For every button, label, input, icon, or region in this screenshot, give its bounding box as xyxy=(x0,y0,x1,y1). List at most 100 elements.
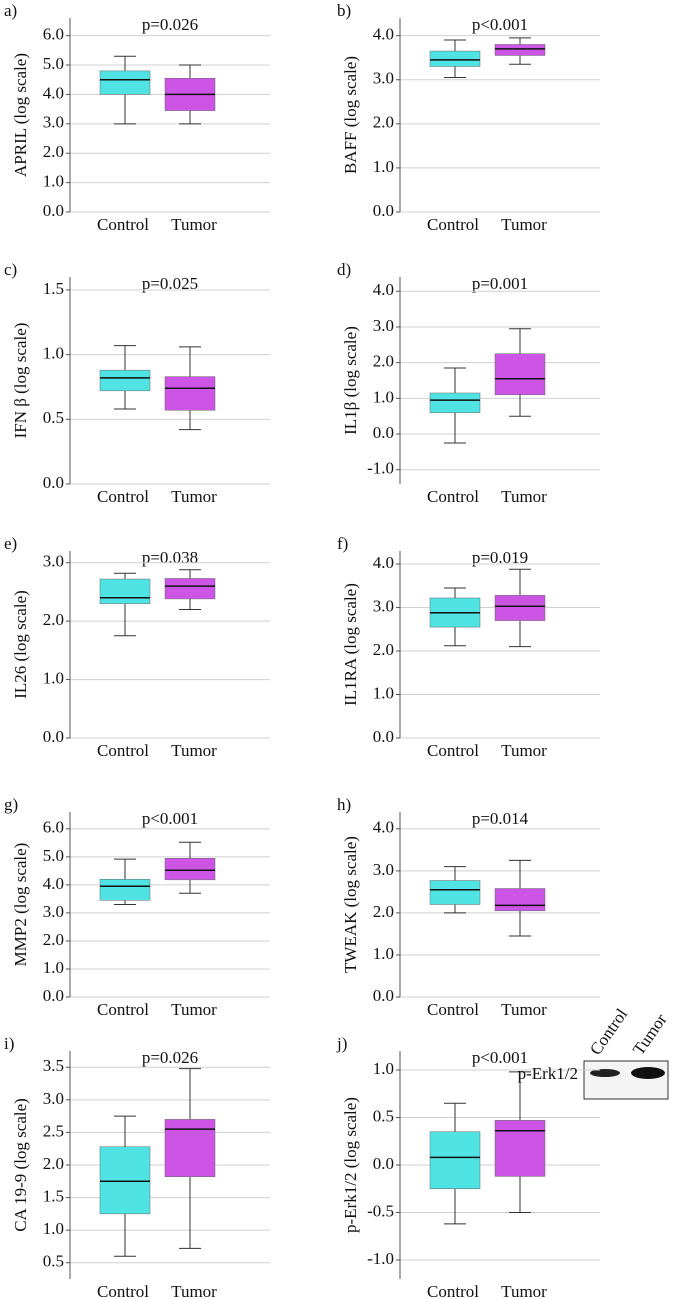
y-tick-label: 1.0 xyxy=(373,944,394,963)
y-tick-label: 1.0 xyxy=(43,1219,64,1238)
x-tick-label: Tumor xyxy=(501,741,547,760)
chart-title: p=0.019 xyxy=(472,548,528,567)
box xyxy=(99,1146,151,1215)
x-tick-label: Control xyxy=(427,1282,479,1299)
x-tick-label: Control xyxy=(97,1282,149,1299)
y-tick-label: 4.0 xyxy=(43,874,64,893)
y-tick-label: 2.0 xyxy=(373,113,394,132)
y-tick-label: -1.0 xyxy=(367,1249,394,1268)
y-tick-label: 2.5 xyxy=(43,1121,64,1140)
y-tick-label: 3.0 xyxy=(373,860,394,879)
blot-band xyxy=(631,1067,665,1079)
y-axis-label: APRIL (log scale) xyxy=(11,53,30,177)
y-tick-label: 5.0 xyxy=(43,54,64,73)
y-tick-label: 1.0 xyxy=(43,344,64,363)
chart-title: p=0.001 xyxy=(472,274,528,293)
chart-title: p=0.014 xyxy=(472,809,529,828)
chart-title: p<0.001 xyxy=(142,809,198,828)
box xyxy=(494,44,546,56)
lane-label: Tumor xyxy=(629,1010,671,1059)
y-tick-label: 4.0 xyxy=(373,553,394,572)
y-tick-label: 3.0 xyxy=(43,902,64,921)
y-tick-label: -1.0 xyxy=(367,459,394,478)
box xyxy=(99,578,151,604)
y-tick-label: 3.0 xyxy=(373,596,394,615)
panel-label: f) xyxy=(337,534,348,553)
y-tick-label: 0.0 xyxy=(373,727,394,746)
x-tick-label: Tumor xyxy=(501,487,547,506)
y-tick-label: -0.5 xyxy=(367,1201,394,1220)
box xyxy=(164,376,216,411)
blot-band xyxy=(590,1069,620,1077)
panel-label: g) xyxy=(4,795,18,814)
y-tick-label: 0.0 xyxy=(43,201,64,220)
y-axis-label: p-Erk1/2 (log scale) xyxy=(341,1097,360,1233)
y-tick-label: 0.0 xyxy=(373,423,394,442)
y-tick-label: 0.0 xyxy=(43,727,64,746)
x-tick-label: Control xyxy=(427,741,479,760)
y-tick-label: 5.0 xyxy=(43,846,64,865)
box xyxy=(429,50,481,67)
box xyxy=(164,578,216,600)
y-tick-label: 1.0 xyxy=(43,172,64,191)
y-tick-label: 2.0 xyxy=(43,142,64,161)
box xyxy=(494,595,546,621)
x-tick-label: Control xyxy=(97,487,149,506)
y-tick-label: 6.0 xyxy=(43,25,64,44)
panel-label: j) xyxy=(336,1034,347,1053)
x-tick-label: Control xyxy=(97,1000,149,1019)
chart-title: p=0.038 xyxy=(142,548,198,567)
box xyxy=(99,70,151,95)
x-tick-label: Tumor xyxy=(171,1000,217,1019)
panel-label: c) xyxy=(4,260,17,279)
y-tick-label: 4.0 xyxy=(373,25,394,44)
x-tick-label: Tumor xyxy=(501,1000,547,1019)
x-tick-label: Tumor xyxy=(171,741,217,760)
chart-title: p=0.025 xyxy=(142,274,198,293)
y-tick-label: 6.0 xyxy=(43,818,64,837)
box xyxy=(494,1120,546,1177)
western-blot xyxy=(583,1060,669,1100)
y-tick-label: 3.0 xyxy=(373,316,394,335)
y-axis-label: BAFF (log scale) xyxy=(341,56,360,174)
y-tick-label: 2.0 xyxy=(373,902,394,921)
y-axis-label: IL1RA (log scale) xyxy=(341,583,360,706)
x-tick-label: Tumor xyxy=(171,487,217,506)
box xyxy=(164,858,216,881)
y-tick-label: 1.5 xyxy=(43,1186,64,1205)
box xyxy=(494,888,546,912)
y-tick-label: 2.0 xyxy=(373,352,394,371)
y-tick-label: 1.0 xyxy=(373,683,394,702)
y-tick-label: 0.0 xyxy=(43,986,64,1005)
y-tick-label: 2.0 xyxy=(373,640,394,659)
box xyxy=(99,369,151,392)
x-tick-label: Tumor xyxy=(171,215,217,234)
y-tick-label: 1.0 xyxy=(373,157,394,176)
panel-label: d) xyxy=(337,260,351,279)
band-label: p-Erk1/2 xyxy=(518,1064,578,1083)
y-tick-label: 1.0 xyxy=(43,668,64,687)
y-tick-label: 3.0 xyxy=(373,69,394,88)
y-tick-label: 0.0 xyxy=(373,986,394,1005)
x-tick-label: Tumor xyxy=(501,1282,547,1299)
x-tick-label: Tumor xyxy=(171,1282,217,1299)
y-tick-label: 0.0 xyxy=(373,1154,394,1173)
box xyxy=(429,880,481,905)
box xyxy=(429,392,481,413)
y-tick-label: 0.0 xyxy=(43,473,64,492)
y-axis-label: IFN β (log scale) xyxy=(11,323,30,439)
x-tick-label: Control xyxy=(97,215,149,234)
y-tick-label: 2.0 xyxy=(43,610,64,629)
y-tick-label: 0.5 xyxy=(43,1252,64,1271)
chart-title: p=0.026 xyxy=(142,1048,198,1067)
y-tick-label: 0.5 xyxy=(43,408,64,427)
panel-label: i) xyxy=(4,1034,14,1053)
blot-frame xyxy=(583,1060,669,1100)
box xyxy=(429,1131,481,1189)
y-axis-label: MMP2 (log scale) xyxy=(11,843,30,967)
y-tick-label: 2.0 xyxy=(43,1154,64,1173)
chart-title: p=0.026 xyxy=(142,15,198,34)
x-tick-label: Control xyxy=(427,215,479,234)
x-tick-label: Control xyxy=(97,741,149,760)
